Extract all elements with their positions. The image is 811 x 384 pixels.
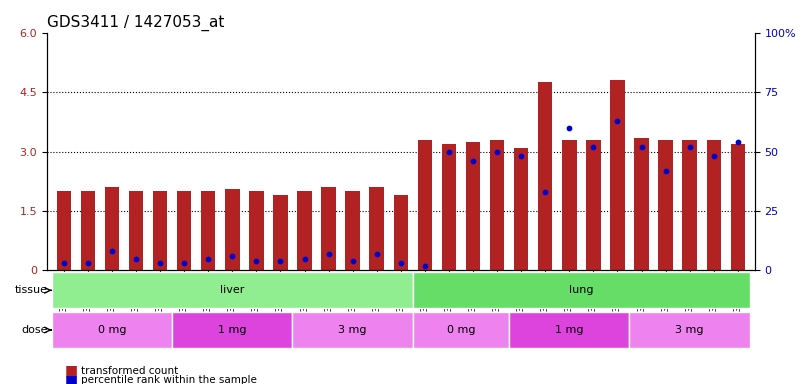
Point [394, 260, 407, 266]
Bar [201, 191, 216, 270]
Point [707, 153, 720, 159]
Bar [105, 187, 119, 270]
Bar [659, 140, 673, 270]
FancyBboxPatch shape [413, 273, 750, 308]
Text: 3 mg: 3 mg [676, 325, 704, 335]
Bar [610, 80, 624, 270]
Text: percentile rank within the sample: percentile rank within the sample [81, 375, 257, 384]
Text: 1 mg: 1 mg [218, 325, 247, 335]
Bar [225, 189, 239, 270]
Point [81, 260, 94, 266]
Text: dose: dose [22, 325, 48, 335]
FancyBboxPatch shape [52, 312, 172, 348]
Text: tissue: tissue [15, 285, 48, 295]
Bar [706, 140, 721, 270]
Point [58, 260, 71, 266]
Text: GDS3411 / 1427053_at: GDS3411 / 1427053_at [47, 15, 225, 31]
Bar [731, 144, 745, 270]
Text: ■: ■ [65, 373, 78, 384]
Bar [442, 144, 456, 270]
Text: lung: lung [569, 285, 594, 295]
Point [611, 118, 624, 124]
Point [491, 149, 504, 155]
Bar [418, 140, 432, 270]
Point [274, 258, 287, 264]
Text: ■: ■ [65, 364, 78, 377]
Text: liver: liver [220, 285, 244, 295]
Point [418, 263, 431, 269]
Point [466, 158, 479, 164]
Bar [466, 142, 480, 270]
Point [130, 255, 143, 262]
Bar [298, 191, 311, 270]
Bar [490, 140, 504, 270]
Point [225, 253, 238, 259]
FancyBboxPatch shape [629, 312, 750, 348]
Bar [514, 147, 529, 270]
Bar [393, 195, 408, 270]
Bar [538, 82, 552, 270]
Bar [682, 140, 697, 270]
Point [346, 258, 359, 264]
Bar [562, 140, 577, 270]
Bar [57, 191, 71, 270]
Text: 1 mg: 1 mg [555, 325, 584, 335]
Bar [177, 191, 191, 270]
Point [202, 255, 215, 262]
Text: transformed count: transformed count [81, 366, 178, 376]
Point [732, 139, 744, 145]
Point [298, 255, 311, 262]
Bar [370, 187, 384, 270]
Point [371, 251, 384, 257]
Text: 0 mg: 0 mg [97, 325, 127, 335]
Point [683, 144, 696, 150]
Point [635, 144, 648, 150]
Point [322, 251, 335, 257]
Bar [586, 140, 601, 270]
Text: 3 mg: 3 mg [338, 325, 367, 335]
Bar [634, 137, 649, 270]
Point [443, 149, 456, 155]
FancyBboxPatch shape [52, 273, 413, 308]
Bar [345, 191, 360, 270]
Text: 0 mg: 0 mg [447, 325, 475, 335]
Bar [129, 191, 144, 270]
Bar [321, 187, 336, 270]
Point [515, 153, 528, 159]
Bar [80, 191, 95, 270]
Bar [249, 191, 264, 270]
Point [178, 260, 191, 266]
Point [659, 167, 672, 174]
FancyBboxPatch shape [413, 312, 509, 348]
Point [105, 248, 118, 255]
Point [250, 258, 263, 264]
FancyBboxPatch shape [293, 312, 413, 348]
Bar [273, 195, 288, 270]
Point [153, 260, 166, 266]
Bar [152, 191, 167, 270]
Point [563, 125, 576, 131]
FancyBboxPatch shape [509, 312, 629, 348]
Point [539, 189, 551, 195]
FancyBboxPatch shape [172, 312, 293, 348]
Point [587, 144, 600, 150]
